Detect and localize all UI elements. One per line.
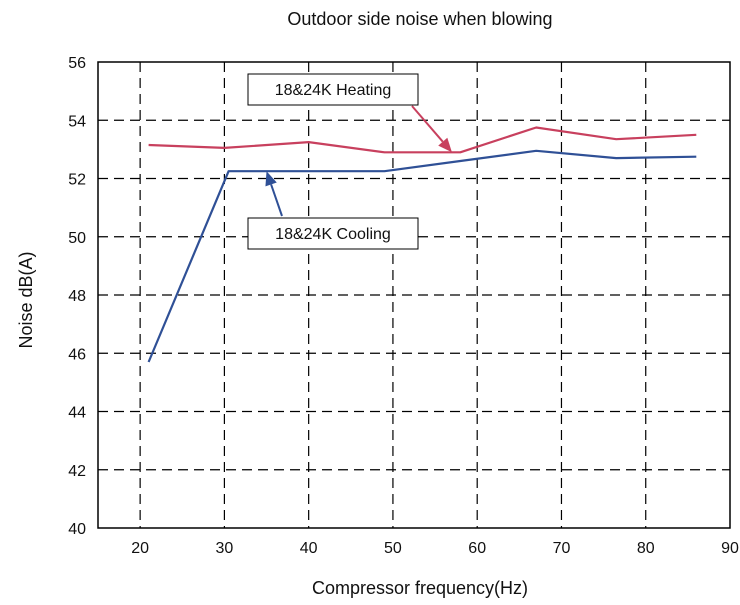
x-tick-label: 40 <box>300 540 318 557</box>
callout-arrow-head <box>265 171 277 187</box>
chart-title: Outdoor side noise when blowing <box>287 9 552 29</box>
cooling-series-line <box>147 149 697 363</box>
x-axis-title: Compressor frequency(Hz) <box>312 578 528 598</box>
y-axis-title: Noise dB(A) <box>16 251 36 348</box>
callout-label: 18&24K Heating <box>275 82 392 99</box>
callout-arrow-shaft <box>411 105 444 143</box>
callout-label: 18&24K Cooling <box>275 226 391 243</box>
y-tick-label: 42 <box>68 463 86 480</box>
y-tick-label: 46 <box>68 346 86 363</box>
x-tick-label: 20 <box>131 540 149 557</box>
x-tick-label: 90 <box>721 540 739 557</box>
x-tick-label: 30 <box>216 540 234 557</box>
series-lines <box>147 126 697 363</box>
y-tick-label: 50 <box>68 230 86 247</box>
grid-lines <box>98 62 730 528</box>
callout-box <box>247 73 419 106</box>
x-tick-label: 60 <box>468 540 486 557</box>
annotations: 18&24K Heating 18&24K Cooling <box>247 73 452 250</box>
y-tick-label: 56 <box>68 55 86 72</box>
heating-callout: 18&24K Heating <box>247 73 452 153</box>
y-tick-label: 40 <box>68 521 86 538</box>
y-tick-label: 54 <box>68 113 86 130</box>
x-tick-label: 80 <box>637 540 655 557</box>
tick-labels: 20 30 40 50 60 70 80 90 40 42 44 46 48 50 52 54 56 <box>68 55 739 557</box>
x-tick-label: 70 <box>553 540 571 557</box>
callout-arrow-shaft <box>270 184 283 217</box>
callout-arrow-head <box>438 137 452 153</box>
y-tick-label: 44 <box>68 405 86 422</box>
plot-frame <box>97 61 731 529</box>
heating-series-line <box>148 126 697 154</box>
y-tick-label: 48 <box>68 288 86 305</box>
x-tick-label: 50 <box>384 540 402 557</box>
callout-box <box>247 217 419 250</box>
cooling-callout: 18&24K Cooling <box>247 171 419 250</box>
y-tick-label: 52 <box>68 172 86 189</box>
